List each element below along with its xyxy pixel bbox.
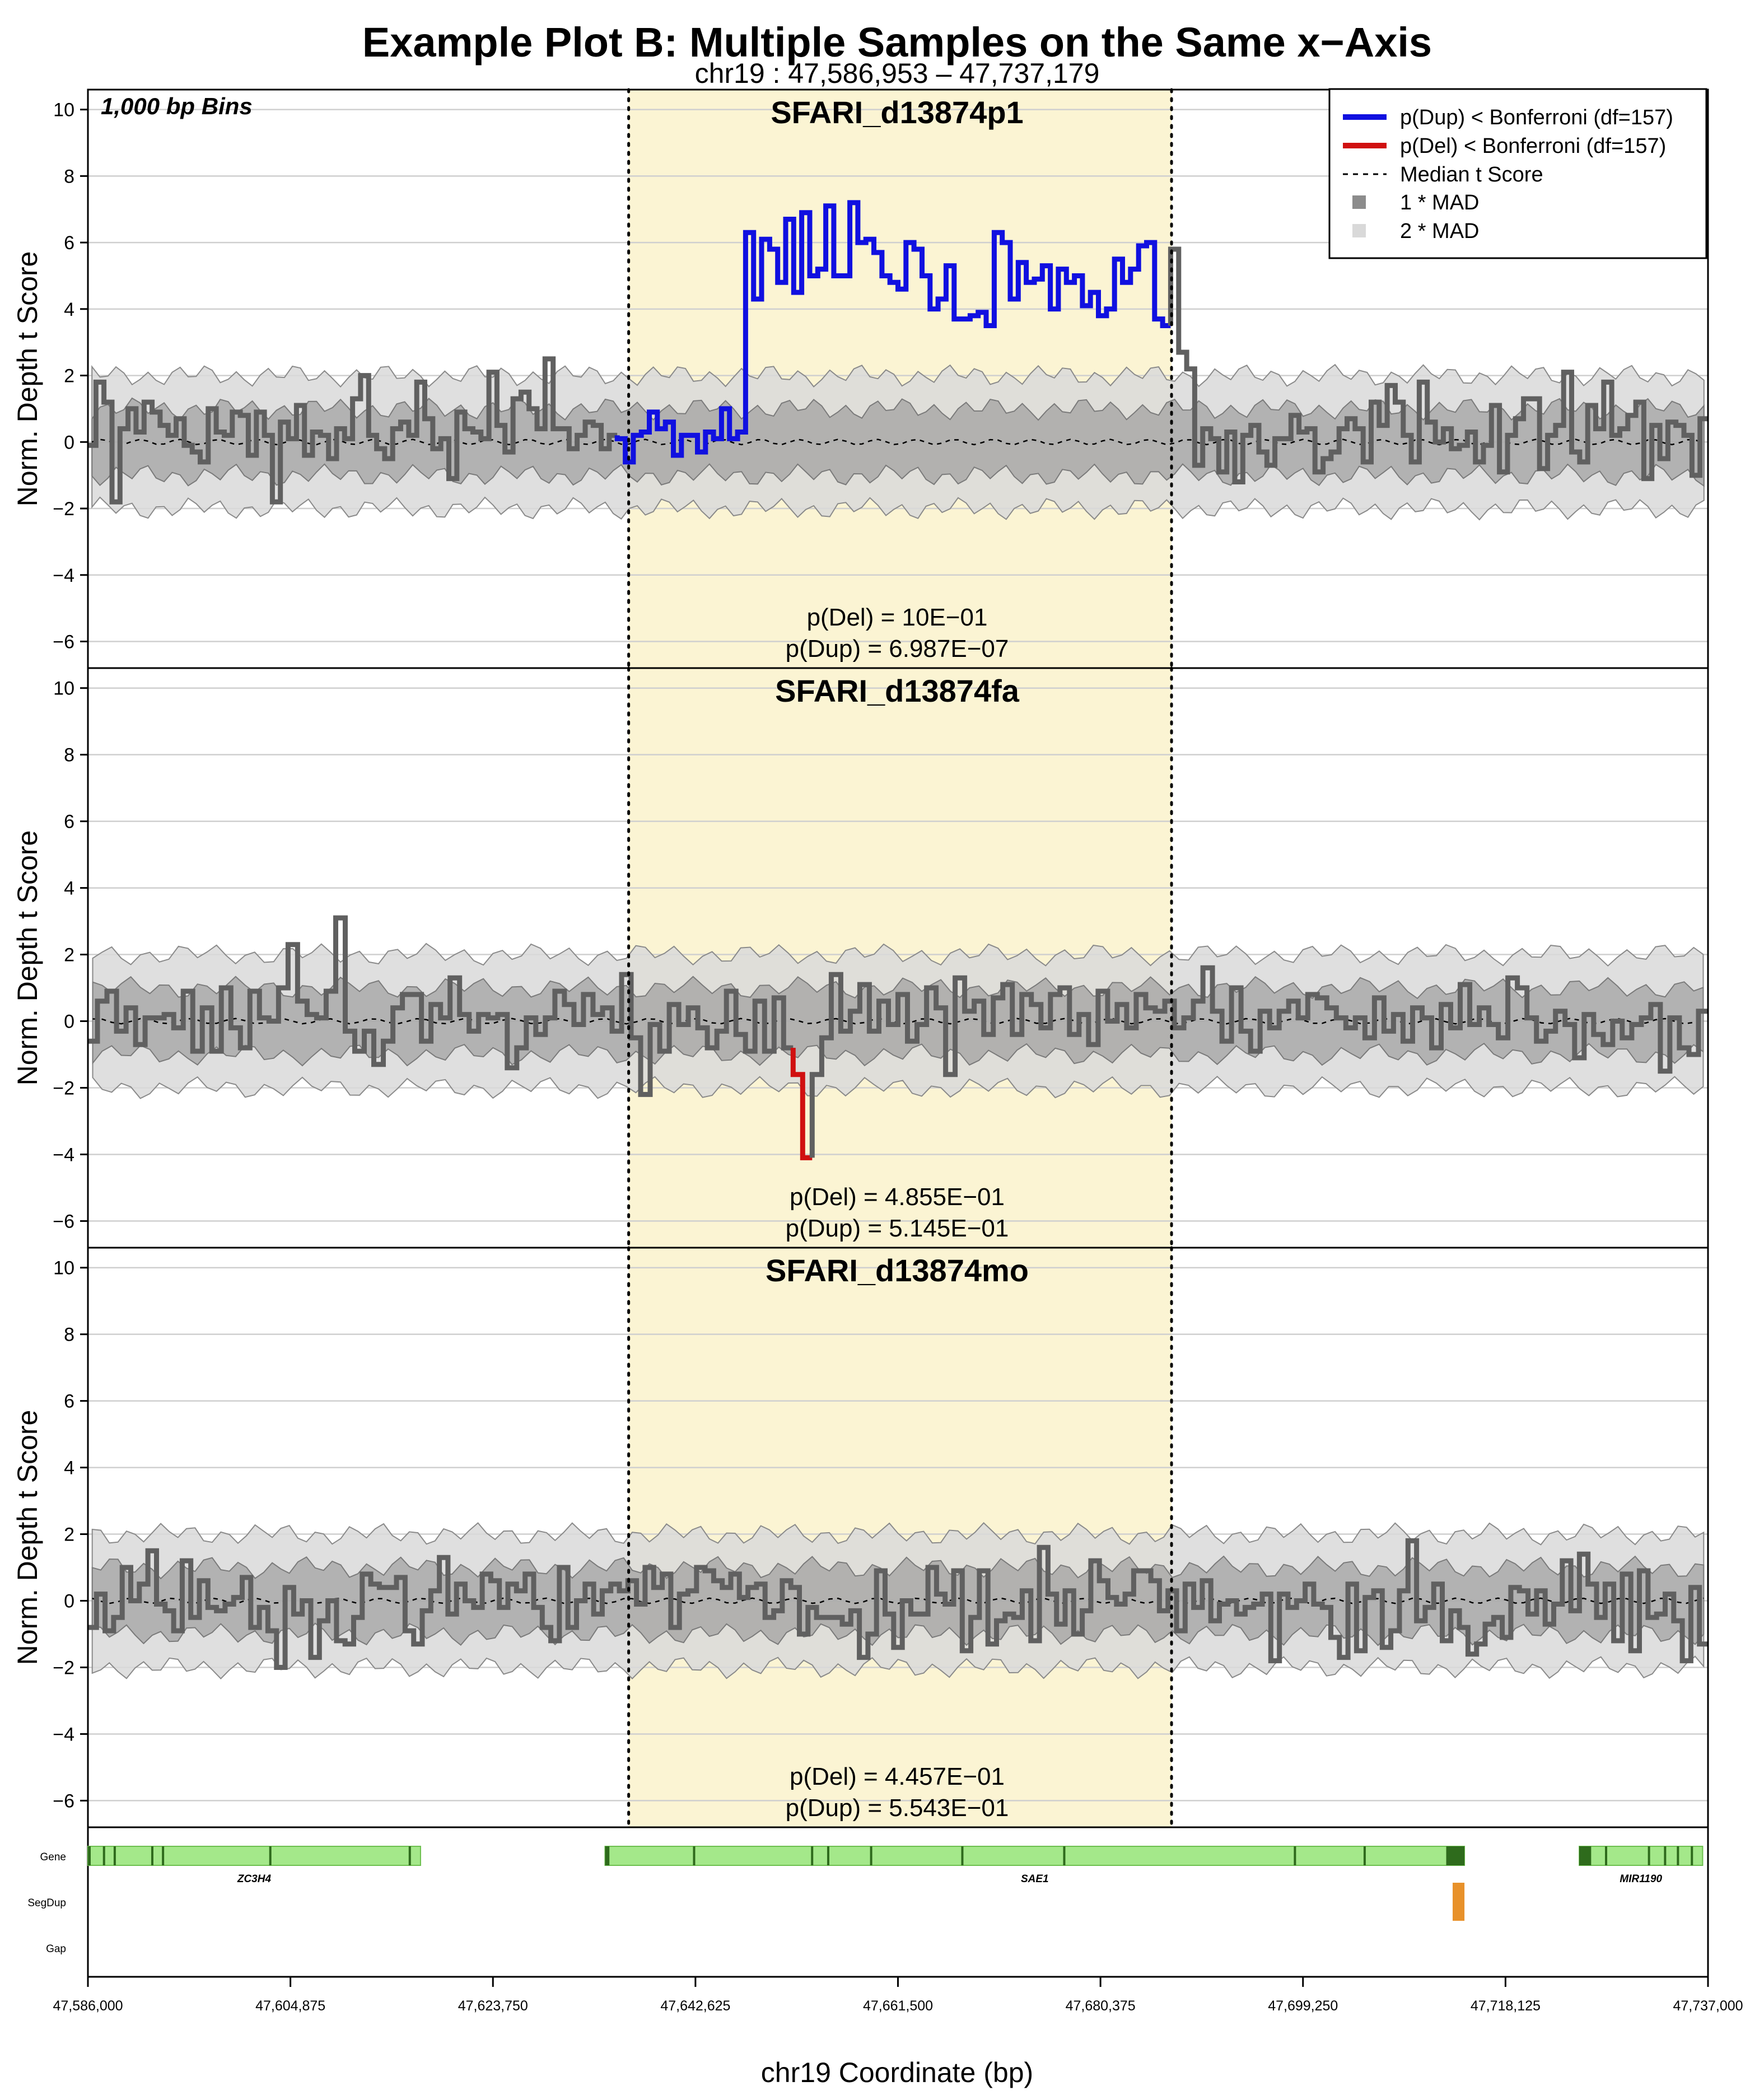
anomaly-step-line — [790, 1048, 813, 1160]
bin-size-label: 1,000 bp Bins — [101, 93, 253, 119]
chart-title: Example Plot B: Multiple Samples on the … — [362, 19, 1432, 66]
y-tick-label: 0 — [64, 1011, 74, 1033]
p-del-label: p(Del) = 10E−01 — [807, 604, 988, 631]
highlight-region — [628, 90, 1172, 668]
annotation-tracks: Gene SegDup Gap ZC3H4 SAE1 MIR1190 — [27, 1826, 1709, 1978]
y-axis-label: Norm. Depth t Score — [12, 251, 43, 507]
panel-3: −6 −4 −2 0 2 4 6 8 10 SFARI_d13874mo p(Del) = 4.45… — [12, 1246, 1709, 1829]
y-tick-label: 6 — [64, 811, 74, 833]
y-tick-label: 10 — [53, 678, 74, 699]
legend-mad1-label: 1 * MAD — [1400, 191, 1479, 214]
x-tick-label: 47,623,750 — [458, 1998, 528, 2014]
track-label-gap: Gap — [46, 1943, 66, 1955]
y-tick-label: 6 — [64, 232, 74, 254]
legend-del-label: p(Del) < Bonferroni (df=157) — [1400, 134, 1666, 158]
legend-mad2-swatch — [1352, 224, 1366, 237]
x-axis: 47,586,000 47,604,875 47,623,750 47,642,625… — [53, 1977, 1743, 2014]
chart-subtitle: chr19 : 47,586,953 – 47,737,179 — [695, 58, 1100, 89]
gene-name: ZC3H4 — [237, 1873, 272, 1885]
p-del-label: p(Del) = 4.855E−01 — [790, 1183, 1005, 1211]
y-tick-label: 6 — [64, 1391, 74, 1412]
p-dup-label: p(Dup) = 6.987E−07 — [786, 635, 1009, 662]
gene-edge — [88, 1846, 91, 1865]
y-tick-label: 8 — [64, 745, 74, 766]
sample-step-line — [88, 915, 794, 1097]
legend-dup-label: p(Dup) < Bonferroni (df=157) — [1400, 106, 1673, 129]
gene-edge — [605, 1846, 608, 1865]
x-tick-label: 47,680,375 — [1066, 1998, 1136, 2014]
sample-step-line — [88, 1538, 1708, 1670]
y-tick-label: 4 — [64, 878, 74, 899]
x-tick-label: 47,642,625 — [660, 1998, 730, 2014]
x-tick-label: 47,586,000 — [53, 1998, 123, 2014]
legend-mad1-swatch — [1352, 195, 1366, 209]
panel-1: −6 −4 −2 0 2 4 6 8 10 SFARI_d13874p1 p(Del) = 10E−… — [12, 88, 1709, 670]
x-tick-label: 47,718,125 — [1471, 1998, 1541, 2014]
gene-utr-block — [1579, 1846, 1592, 1865]
y-tick-label: −2 — [53, 498, 74, 520]
legend-mad2-label: 2 * MAD — [1400, 220, 1479, 243]
gene-body — [1579, 1846, 1704, 1866]
gene-body — [604, 1846, 1466, 1866]
y-tick-label: 8 — [64, 1324, 74, 1346]
y-tick-label: −4 — [53, 1144, 74, 1165]
y-tick-label: −2 — [53, 1077, 74, 1099]
gene-name: SAE1 — [1021, 1873, 1049, 1885]
y-tick-label: −2 — [53, 1657, 74, 1678]
y-tick-label: 2 — [64, 945, 74, 966]
y-tick-label: 8 — [64, 166, 74, 187]
y-tick-label: 4 — [64, 299, 74, 320]
panel-2: −6 −4 −2 0 2 4 6 8 10 SFARI_d13874fa p(Del) = 4.85… — [12, 666, 1709, 1249]
sample-name: SFARI_d13874fa — [775, 673, 1020, 708]
track-label-gene: Gene — [40, 1851, 66, 1863]
track-label-segdup: SegDup — [27, 1897, 66, 1909]
y-tick-label: −4 — [53, 1724, 74, 1745]
y-tick-label: −6 — [53, 1790, 74, 1812]
y-tick-label: 2 — [64, 1524, 74, 1546]
y-tick-label: 4 — [64, 1458, 74, 1479]
anomaly-step-line — [614, 200, 1171, 465]
y-axis-label: Norm. Depth t Score — [12, 830, 43, 1086]
x-tick-label: 47,604,875 — [255, 1998, 325, 2014]
legend-median-label: Median t Score — [1400, 163, 1543, 186]
y-axis-label: Norm. Depth t Score — [12, 1410, 43, 1665]
sample-step-line — [88, 356, 618, 505]
panels: −6 −4 −2 0 2 4 6 8 10 SFARI_d13874p1 p(Del) = 10E−… — [12, 88, 1709, 1829]
y-tick-label: 10 — [53, 1258, 74, 1279]
y-tick-label: −4 — [53, 565, 74, 586]
x-tick-label: 47,661,500 — [863, 1998, 933, 2014]
p-dup-label: p(Dup) = 5.543E−01 — [786, 1794, 1009, 1822]
y-tick-label: −6 — [53, 1211, 74, 1232]
x-tick-label: 47,737,000 — [1673, 1998, 1743, 2014]
sample-name: SFARI_d13874p1 — [771, 95, 1023, 130]
y-tick-label: −6 — [53, 632, 74, 653]
x-axis-label: chr19 Coordinate (bp) — [761, 2057, 1033, 2088]
y-tick-label: 0 — [64, 432, 74, 453]
mad1-band — [91, 397, 1705, 487]
sample-step-line — [809, 965, 1708, 1158]
sample-name: SFARI_d13874mo — [766, 1253, 1029, 1288]
legend: p(Dup) < Bonferroni (df=157) p(Del) < Bo… — [1328, 88, 1707, 259]
segdup-block — [1453, 1883, 1465, 1921]
x-tick-label: 47,699,250 — [1268, 1998, 1338, 2014]
gene-utr-block — [1446, 1846, 1465, 1865]
gene-body — [87, 1846, 421, 1866]
y-tick-label: 10 — [53, 100, 74, 121]
y-tick-label: 2 — [64, 366, 74, 387]
y-tick-label: 0 — [64, 1591, 74, 1612]
p-dup-label: p(Dup) = 5.145E−01 — [786, 1215, 1009, 1242]
gene-name: MIR1190 — [1620, 1873, 1662, 1885]
sample-step-line — [1168, 246, 1708, 484]
median-line — [91, 438, 1705, 446]
p-del-label: p(Del) = 4.457E−01 — [790, 1763, 1005, 1790]
